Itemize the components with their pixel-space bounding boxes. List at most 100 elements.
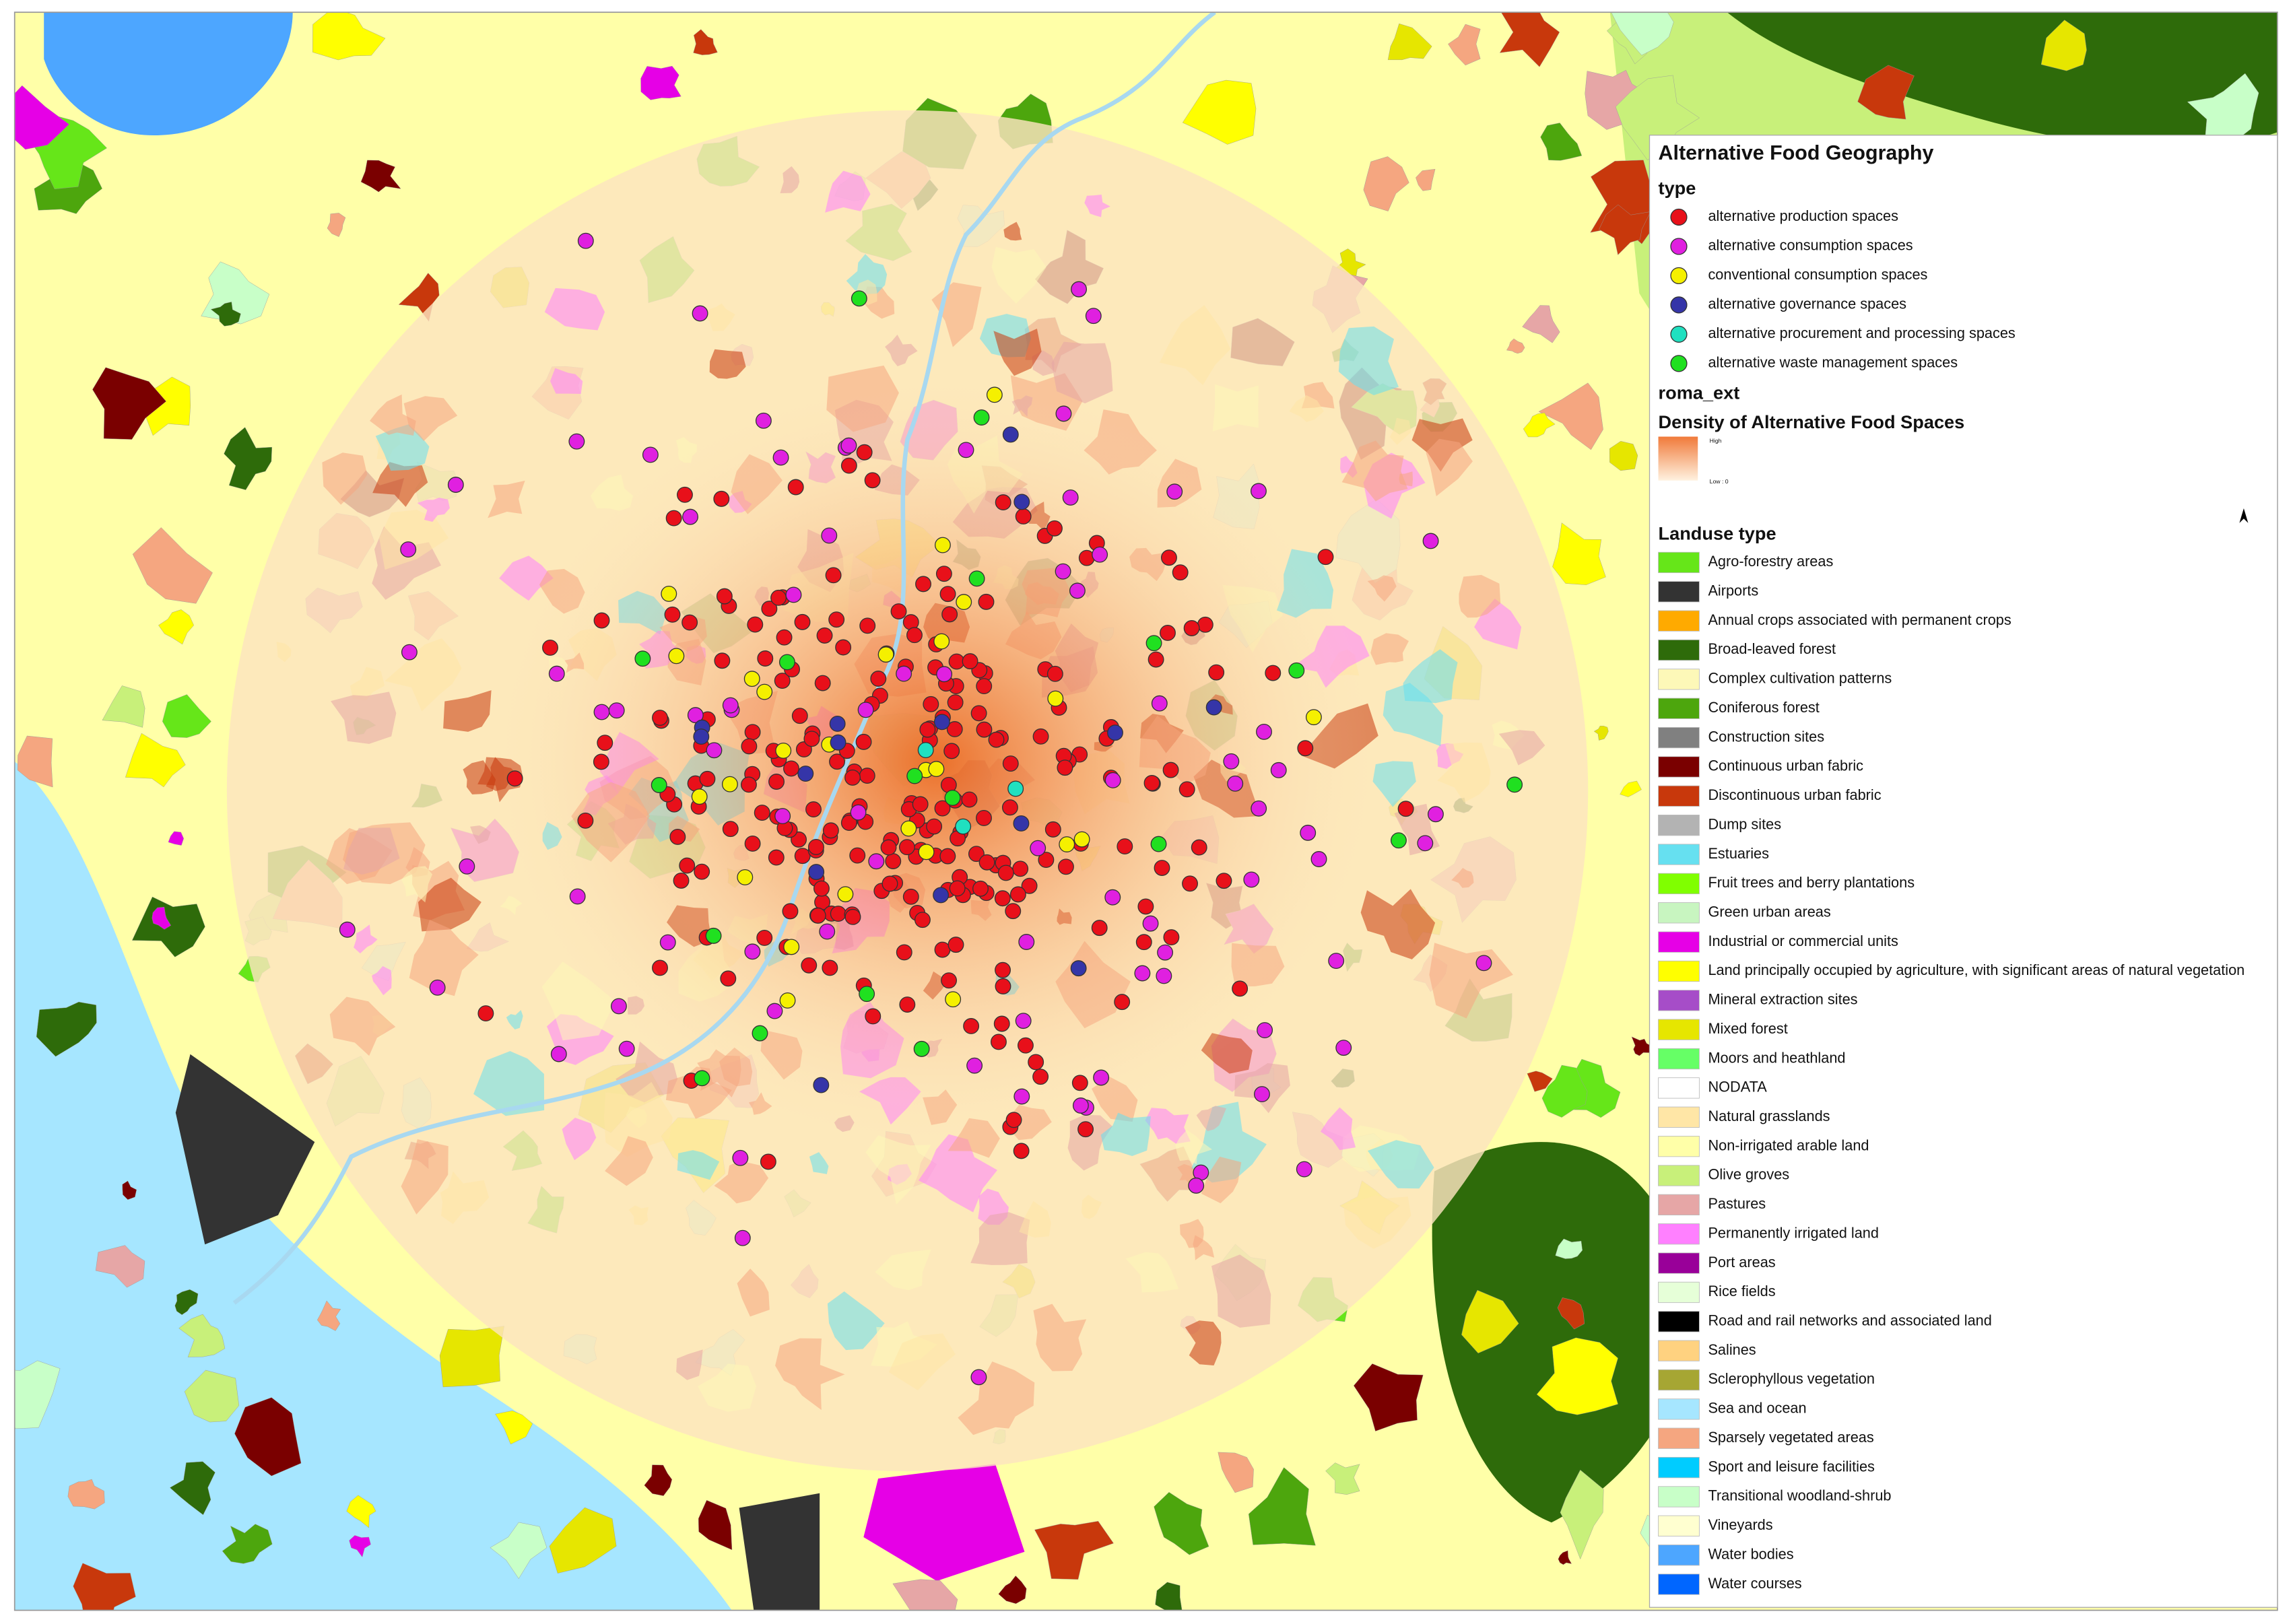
food-space-point (821, 527, 838, 544)
type-label: alternative consumption spaces (1708, 237, 1912, 254)
food-space-point (993, 1015, 1010, 1032)
landuse-swatch (1658, 785, 1700, 807)
type-swatch (1670, 296, 1688, 314)
food-space-point (720, 970, 737, 987)
food-space-point (947, 937, 964, 953)
food-space-point (744, 724, 761, 741)
landuse-patch (827, 1291, 885, 1351)
food-space-point (794, 848, 811, 865)
type-swatch (1670, 208, 1688, 226)
food-space-point (1208, 664, 1225, 681)
forest-area (1727, 12, 2277, 149)
food-space-point (1044, 821, 1061, 838)
food-space-point (756, 929, 773, 946)
landuse-patch (737, 1268, 770, 1317)
food-space-point (941, 606, 958, 623)
landuse-patch (644, 1464, 673, 1496)
food-space-point (915, 576, 931, 593)
food-space-point (1069, 582, 1086, 599)
food-space-point (941, 972, 958, 989)
food-space-point (956, 594, 972, 611)
landuse-patch (1387, 23, 1432, 61)
food-space-point (1150, 836, 1167, 852)
landuse-patch (168, 831, 185, 846)
landuse-label: Sclerophyllous vegetation (1708, 1370, 1875, 1387)
food-space-point (1188, 1177, 1205, 1194)
landuse-patch (158, 609, 195, 645)
food-space-point (659, 934, 676, 951)
food-space-point (542, 639, 558, 656)
food-space-point (1009, 886, 1026, 903)
food-space-point (597, 735, 613, 751)
food-space-point (714, 652, 731, 669)
food-space-point (734, 1229, 751, 1246)
landuse-swatch (1658, 844, 1700, 865)
food-space-point (691, 788, 708, 805)
food-space-point (972, 880, 989, 897)
food-space-point (732, 1149, 749, 1166)
landuse-patch (676, 1349, 703, 1380)
landuse-swatch (1658, 990, 1700, 1011)
food-space-point (400, 541, 417, 558)
food-space-point (775, 742, 792, 759)
food-space-point (593, 612, 610, 629)
density-low-label: Low : 0 (1710, 478, 1729, 485)
landuse-patch (488, 480, 525, 518)
type-label: conventional consumption spaces (1708, 266, 1927, 283)
food-space-point (1005, 903, 1022, 920)
food-space-point (770, 589, 787, 606)
landuse-patch (1175, 1130, 1213, 1165)
industrial-area (863, 1464, 1025, 1582)
landuse-patch (14, 85, 69, 150)
landuse-swatch (1658, 610, 1700, 632)
landuse-swatch (1658, 1340, 1700, 1361)
landuse-patch (317, 1300, 341, 1331)
landuse-patch (1523, 412, 1556, 438)
food-space-point (864, 472, 881, 489)
landuse-patch (888, 1333, 956, 1390)
food-space-point (1077, 1121, 1094, 1138)
food-space-point (1183, 620, 1200, 636)
food-space-point (779, 992, 796, 1009)
landuse-label: Olive groves (1708, 1166, 1789, 1183)
north-arrow (2239, 508, 2249, 523)
landuse-label: Permanently irrigated land (1708, 1224, 1879, 1241)
landuse-patch (350, 667, 385, 700)
food-space-point (577, 812, 594, 829)
landuse-patch (1193, 1235, 1215, 1260)
landuse-patch (1459, 574, 1501, 618)
food-space-point (995, 494, 1011, 511)
landuse-label: Water bodies (1708, 1545, 1793, 1562)
density-high-label: High (1710, 437, 1722, 444)
food-space-point (1071, 1075, 1088, 1091)
food-space-point (783, 939, 800, 955)
landuse-patch (1560, 1469, 1604, 1560)
food-space-point (339, 921, 356, 938)
food-space-point (1223, 753, 1240, 770)
food-space-point (933, 633, 950, 650)
food-space-point (1422, 533, 1439, 549)
food-space-point (785, 586, 802, 603)
landuse-swatch (1658, 902, 1700, 924)
landuse-label: Coniferous forest (1708, 699, 1819, 716)
landuse-patch (1372, 761, 1416, 807)
landuse-label: Sea and ocean (1708, 1400, 1806, 1417)
food-space-point (1506, 776, 1523, 793)
food-space-point (819, 923, 836, 940)
landuse-patch (506, 1010, 523, 1029)
landuse-patch (1631, 1036, 1654, 1056)
landuse-swatch (1658, 1515, 1700, 1536)
food-space-point (1145, 635, 1162, 652)
landuse-label: Port areas (1708, 1254, 1775, 1271)
landuse-patch (701, 303, 735, 331)
food-space-point (1137, 898, 1154, 915)
food-space-point (568, 433, 585, 450)
landuse-patch (224, 427, 273, 490)
food-space-point (1251, 800, 1267, 817)
food-space-point (1134, 965, 1151, 982)
landuse-patch (354, 924, 378, 953)
landuse-swatch (1658, 581, 1700, 603)
landuse-label: Estuaries (1708, 845, 1769, 862)
